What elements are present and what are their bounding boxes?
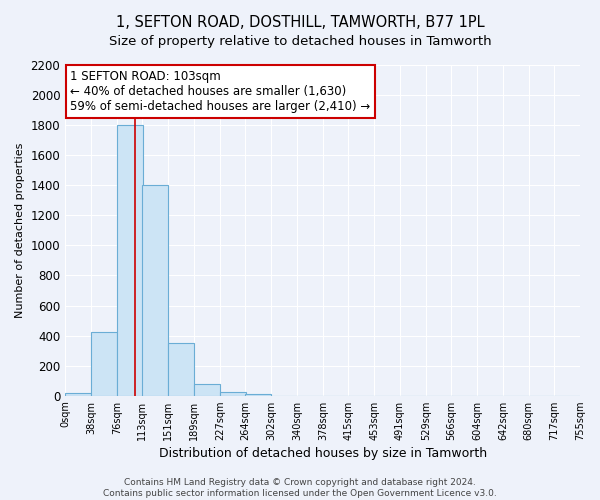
- Bar: [194, 384, 220, 396]
- Text: Size of property relative to detached houses in Tamworth: Size of property relative to detached ho…: [109, 35, 491, 48]
- Text: Contains HM Land Registry data © Crown copyright and database right 2024.
Contai: Contains HM Land Registry data © Crown c…: [103, 478, 497, 498]
- Bar: [91, 332, 117, 396]
- Bar: [142, 186, 168, 396]
- Bar: [117, 125, 143, 396]
- Bar: [245, 394, 271, 396]
- X-axis label: Distribution of detached houses by size in Tamworth: Distribution of detached houses by size …: [158, 447, 487, 460]
- Bar: [220, 392, 246, 396]
- Bar: [168, 343, 194, 396]
- Text: 1 SEFTON ROAD: 103sqm
← 40% of detached houses are smaller (1,630)
59% of semi-d: 1 SEFTON ROAD: 103sqm ← 40% of detached …: [70, 70, 371, 113]
- Y-axis label: Number of detached properties: Number of detached properties: [15, 142, 25, 318]
- Bar: [65, 394, 91, 396]
- Text: 1, SEFTON ROAD, DOSTHILL, TAMWORTH, B77 1PL: 1, SEFTON ROAD, DOSTHILL, TAMWORTH, B77 …: [116, 15, 484, 30]
